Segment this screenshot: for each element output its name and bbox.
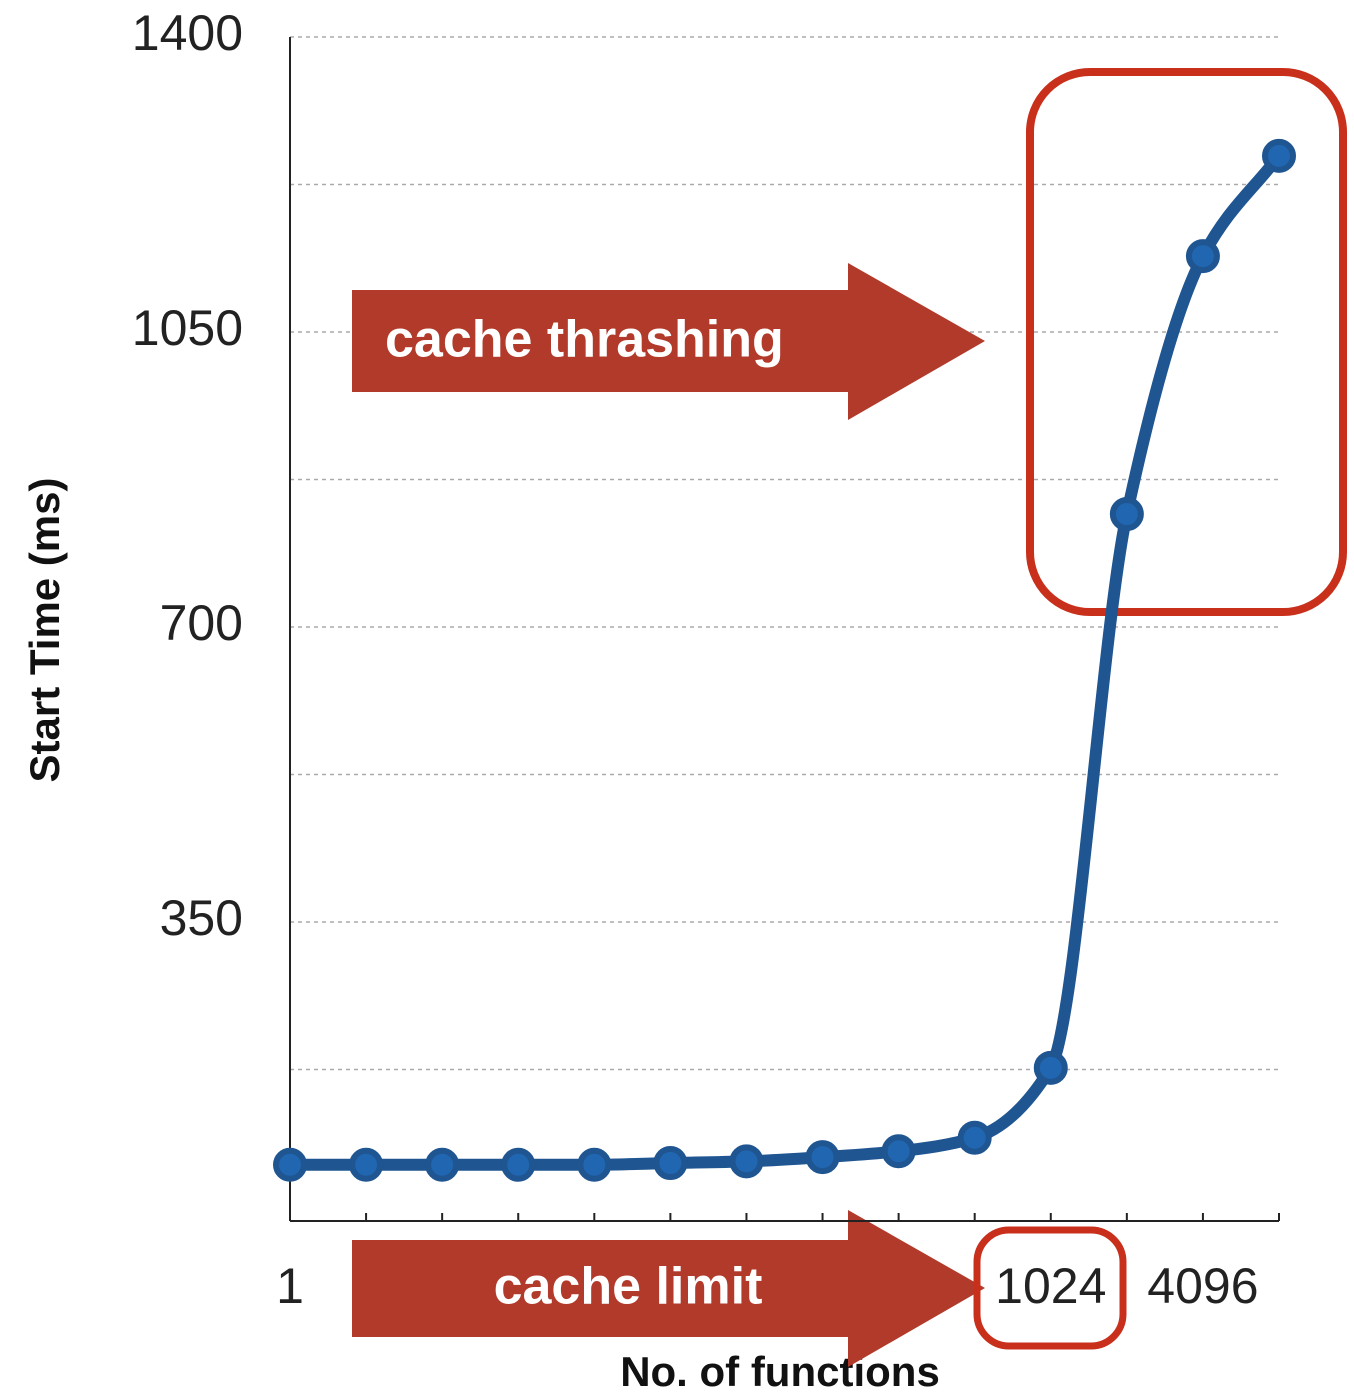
y-tick-label: 350 [160,890,243,946]
marker [577,1147,612,1182]
marker [957,1120,992,1155]
arrow [352,1210,985,1367]
highlight-box [1026,68,1347,616]
x-axis-title: No. of functions [620,1348,940,1395]
x-tick-label: 1024 [995,1258,1106,1314]
highlight-box [973,1226,1127,1350]
x-tick-label: 4096 [1147,1258,1258,1314]
y-axis-title: Start Time (ms) [21,478,68,783]
marker [1262,138,1296,173]
marker [349,1147,384,1182]
marker [273,1147,307,1182]
marker [425,1147,460,1182]
annotation: cache thrashing [385,311,784,369]
marker [501,1147,536,1182]
marker [881,1134,916,1169]
marker [729,1144,764,1179]
marker [1109,497,1144,532]
marker [1185,239,1220,274]
marker [805,1140,840,1175]
y-tick-label: 1400 [132,5,243,61]
arrow [352,263,985,420]
grid [290,36,1279,1071]
y-tick-label: 1050 [132,300,243,356]
marker [653,1146,688,1181]
marker [1033,1050,1068,1085]
annotation: cache limit [494,1258,763,1316]
y-tick-label: 700 [160,595,243,651]
x-tick-label: 1 [276,1258,304,1314]
